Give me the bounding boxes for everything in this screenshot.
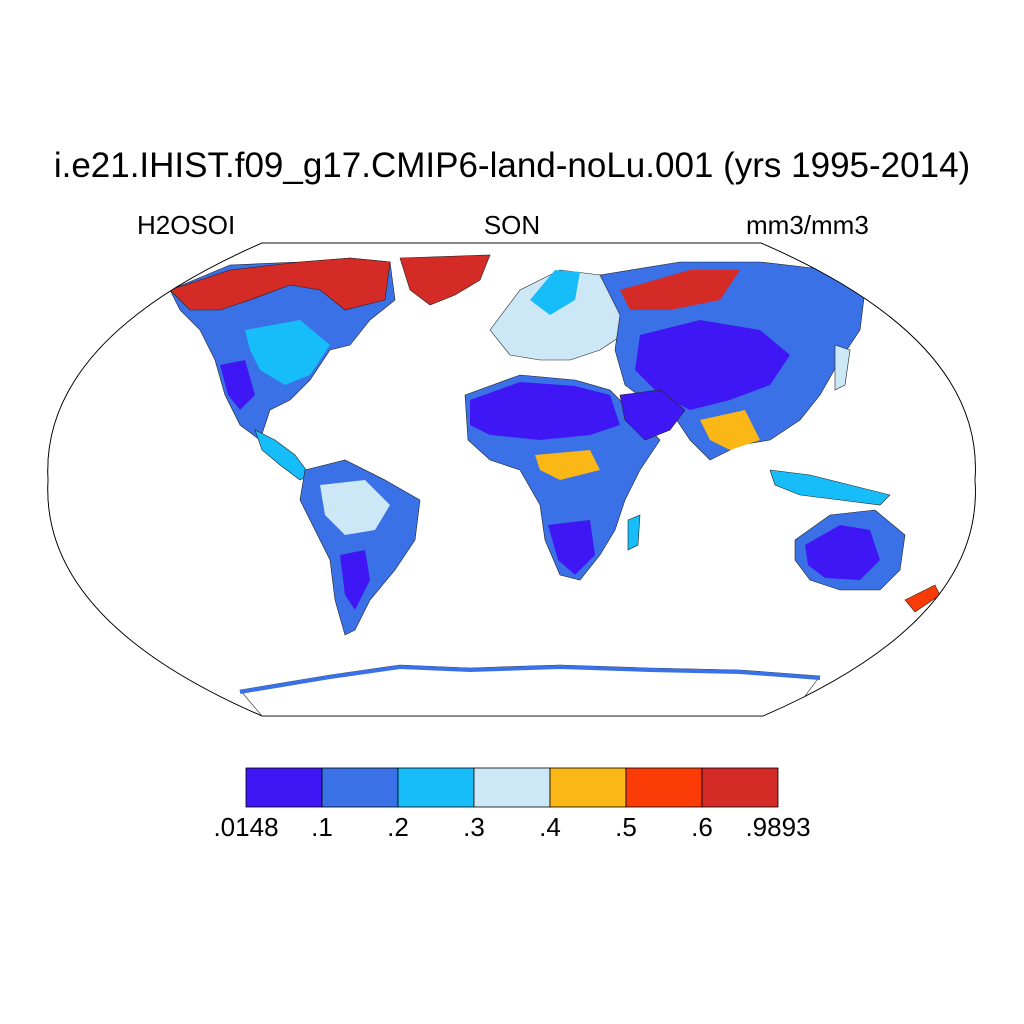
land-madagascar [627,514,641,551]
land-south-america-moist [320,480,390,535]
variable-label: H2OSOI [137,210,236,240]
colorbar-tick-label: .5 [615,812,637,842]
colorbar-tick-label: .2 [387,812,409,842]
colorbar-swatch [397,767,475,808]
land-japan [834,344,851,391]
land-arabia [619,389,686,441]
colorbar-swatch [549,767,627,808]
land-south-america-dry [340,550,370,610]
land-siberia-wet [620,270,740,310]
land-north-america-moist [245,320,330,385]
colorbar-swatch [245,767,323,808]
land-africa-moist [535,450,600,480]
colorbar-tick-label: .3 [463,812,485,842]
units-label: mm3/mm3 [746,210,869,240]
plot-title: i.e21.IHIST.f09_g17.CMIP6-land-noLu.001 … [53,146,971,185]
land-south-asia-moist [700,410,760,450]
colorbar-swatch [701,767,779,808]
colorbar-tick-label: .9893 [745,812,811,842]
land-africa-south-dry [548,520,595,575]
season-label: SON [483,210,541,240]
colorbar-swatch [321,767,399,808]
land-north-america-wet [169,257,391,311]
colorbar-tick-label: .0148 [213,812,279,842]
colorbar-swatch [473,767,551,808]
land-sahara [470,382,620,440]
land-scandinavia [530,270,580,315]
colorbar-swatch [625,767,703,808]
land-central-asia-dry [635,320,790,410]
land-australia-dry [805,525,880,580]
colorbar-tick-label: .1 [311,812,333,842]
colorbar-tick-label: .6 [691,812,713,842]
land-greenland [399,254,491,306]
land-north-america-dry [220,360,255,410]
colorbar-tick-label: .4 [539,812,561,842]
land-indonesia [769,469,891,506]
land-antarctica-coast [239,664,821,694]
